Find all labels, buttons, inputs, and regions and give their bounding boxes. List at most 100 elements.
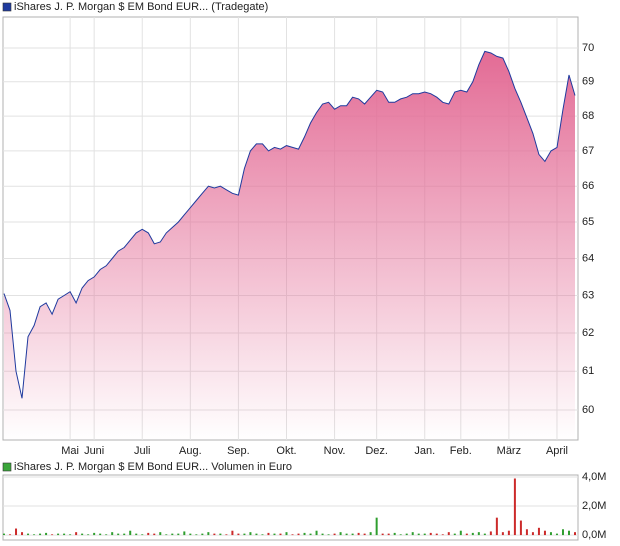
volume-bar [339,532,342,536]
volume-bar [453,533,456,536]
volume-bar [561,529,564,536]
volume-bar [447,532,450,536]
y-tick-label: 67 [582,145,594,157]
volume-bar [249,532,252,536]
volume-bar [291,534,294,536]
volume-bar [99,533,102,536]
volume-bar [171,533,174,536]
volume-bar [165,534,168,536]
volume-bar [111,532,114,536]
volume-bar [483,533,486,536]
volume-bar [309,533,312,536]
volume-bar [63,533,66,536]
volume-bar [567,530,570,536]
volume-bar [147,532,150,536]
volume-bar [267,532,270,536]
volume-bar [441,534,444,536]
volume-bar [255,533,258,536]
volume-bar [219,533,222,536]
volume-bar [489,531,492,536]
volume-bar [69,534,72,536]
volume-bar [574,532,576,536]
volume-bar [531,532,534,536]
volume-bar [315,530,318,536]
volume-bar [153,533,156,536]
y-tick-label: 69 [582,76,594,88]
volume-bar [471,532,474,536]
x-tick-label: Nov. [324,445,346,457]
volume-bar [33,534,36,536]
price-line [3,50,576,399]
volume-bar [3,533,5,536]
y-tick-label: 70 [582,42,594,54]
volume-bar [189,533,192,536]
x-tick-label: März [497,445,521,457]
volume-bar [237,533,240,536]
volume-bar [411,532,414,536]
volume-bar [327,534,330,536]
y-tick-label: 66 [582,180,594,192]
y-tick-label: 60 [582,404,594,416]
volume-bar [183,531,186,536]
x-tick-label: Feb. [450,445,472,457]
y-tick-label: 2,0M [582,500,606,512]
volume-bar [387,533,390,536]
volume-bar [75,532,78,536]
volume-bar [15,528,18,536]
area [4,51,575,441]
volume-bar [195,534,198,536]
volume-bar [477,532,480,536]
volume-bar [423,533,426,536]
volume-bar [81,533,84,536]
volume-bar [51,534,54,536]
legend-swatch [2,2,12,12]
volume-bar [261,534,264,536]
volume-bar [213,533,216,536]
y-tick-label: 63 [582,289,594,301]
volume-bar [549,532,552,536]
x-tick-label: Juli [134,445,151,457]
volume-bar [45,532,48,536]
x-tick-label: Dez. [365,445,388,457]
legend-label: iShares J. P. Morgan $ EM Bond EUR... (T… [14,1,268,13]
volume-bar [333,533,336,536]
volume-bar [501,532,504,536]
x-tick-label: Juni [84,445,104,457]
volume-bar [543,530,546,536]
volume-bar [177,533,180,536]
plot-area [2,474,579,541]
volume-bar [429,532,432,536]
x-tick-label: Mai [61,445,79,457]
volume-bar [279,533,282,536]
y-tick-label: 64 [582,252,594,264]
volume-bar [39,533,42,536]
volume-bar [405,533,408,536]
x-tick-label: Aug. [179,445,202,457]
x-tick-label: Sep. [227,445,250,457]
volume-bar [135,533,138,536]
volume-bar [351,533,354,536]
volume-bar [87,534,90,536]
y-tick-label: 0,0M [582,529,606,541]
volume-bar [417,533,420,536]
y-tick-label: 61 [582,365,594,377]
legend-label: iShares J. P. Morgan $ EM Bond EUR... Vo… [14,461,292,473]
volume-bar [117,533,120,536]
volume-bar [243,533,246,536]
volume-bar [363,533,366,536]
volume-bar [375,517,378,536]
volume-bar [369,532,372,536]
y-tick-label: 62 [582,327,594,339]
volume-bar [525,529,528,536]
volume-bar [357,532,360,536]
volume-bar [21,532,24,536]
volume-bar [399,534,402,536]
volume-bar [381,533,384,536]
volume-bar [231,530,234,536]
volume-bar [27,533,30,536]
volume-bar [321,533,324,536]
y-tick-label: 4,0M [582,471,606,483]
volume-bar [519,520,522,536]
volume-bar [303,532,306,536]
